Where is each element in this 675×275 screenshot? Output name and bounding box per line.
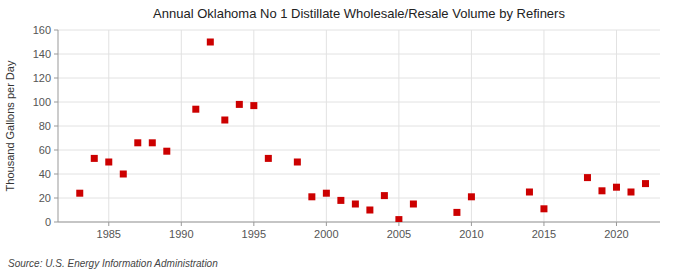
tick-y	[54, 126, 58, 127]
y-axis-line	[58, 30, 59, 222]
point	[584, 174, 591, 181]
point	[192, 106, 199, 113]
grid-line-x	[616, 30, 617, 222]
grid-line-y	[58, 78, 660, 79]
tick-label-x: 2020	[604, 228, 628, 240]
point	[453, 209, 460, 216]
grid-line-y	[58, 198, 660, 199]
point	[294, 159, 301, 166]
tick-x	[108, 222, 109, 226]
tick-y	[54, 30, 58, 31]
background	[0, 0, 675, 275]
tick-label-y: 120	[33, 72, 51, 84]
tick-y	[54, 102, 58, 103]
point	[627, 189, 634, 196]
point	[337, 197, 344, 204]
grid-line-y	[58, 150, 660, 151]
tick-label-x: 2005	[387, 228, 411, 240]
point	[308, 193, 315, 200]
point	[265, 155, 272, 162]
tick-label-x: 2015	[532, 228, 556, 240]
grid-line-x	[253, 30, 254, 222]
grid-line-y	[58, 102, 660, 103]
grid-line-y	[58, 174, 660, 175]
tick-label-y: 0	[45, 216, 51, 228]
tick-y	[54, 174, 58, 175]
grid-line-x	[398, 30, 399, 222]
tick-y	[54, 198, 58, 199]
tick-x	[253, 222, 254, 226]
x-axis-line	[58, 222, 660, 223]
tick-y	[54, 222, 58, 223]
grid-line-y	[58, 54, 660, 55]
point	[410, 201, 417, 208]
source-note: Source: U.S. Energy Information Administ…	[8, 258, 218, 269]
point	[76, 190, 83, 197]
point	[381, 192, 388, 199]
title: Annual Oklahoma No 1 Distillate Wholesal…	[153, 6, 565, 21]
tick-x	[616, 222, 617, 226]
tick-x	[471, 222, 472, 226]
grid-line-y	[58, 222, 660, 223]
tick-label-x: 2010	[459, 228, 483, 240]
y-axis-label: Thousand Gallons per Day	[4, 60, 16, 191]
point	[613, 184, 620, 191]
point	[468, 193, 475, 200]
tick-label-x: 2000	[314, 228, 338, 240]
tick-y	[54, 78, 58, 79]
tick-label-x: 1985	[97, 228, 121, 240]
point	[236, 101, 243, 108]
tick-label-y: 100	[33, 96, 51, 108]
grid	[58, 30, 660, 222]
grid-line-x	[181, 30, 182, 222]
point	[395, 216, 402, 222]
grid-line-x	[471, 30, 472, 222]
grid-line-x	[543, 30, 544, 222]
point	[163, 148, 170, 155]
tick-y	[54, 150, 58, 151]
tick-label-y: 20	[39, 192, 51, 204]
page: {"chart_data": {"type": "scatter", "titl…	[0, 0, 675, 275]
tick-x	[398, 222, 399, 226]
point	[120, 171, 127, 178]
point	[323, 190, 330, 197]
point	[250, 102, 257, 109]
point	[207, 39, 214, 46]
point	[540, 205, 547, 212]
point	[598, 187, 605, 194]
tick-x	[543, 222, 544, 226]
tick-label-y: 140	[33, 48, 51, 60]
points	[76, 39, 649, 223]
tick-label-y: 80	[39, 120, 51, 132]
chart: Annual Oklahoma No 1 Distillate Wholesal…	[0, 0, 675, 275]
point	[642, 180, 649, 187]
tick-label-y: 60	[39, 144, 51, 156]
tick-x	[181, 222, 182, 226]
point	[366, 207, 373, 214]
grid-line-y	[58, 30, 660, 31]
point	[91, 155, 98, 162]
tick-y	[54, 54, 58, 55]
grid-line-x	[108, 30, 109, 222]
point	[134, 139, 141, 146]
point	[105, 159, 112, 166]
tick-label-x: 1990	[169, 228, 193, 240]
tick-label-y: 160	[33, 24, 51, 36]
point	[526, 189, 533, 196]
point	[221, 117, 228, 124]
point	[149, 139, 156, 146]
grid-line-y	[58, 126, 660, 127]
tick-x	[326, 222, 327, 226]
tick-label-x: 1995	[242, 228, 266, 240]
tick-label-y: 40	[39, 168, 51, 180]
point	[352, 201, 359, 208]
